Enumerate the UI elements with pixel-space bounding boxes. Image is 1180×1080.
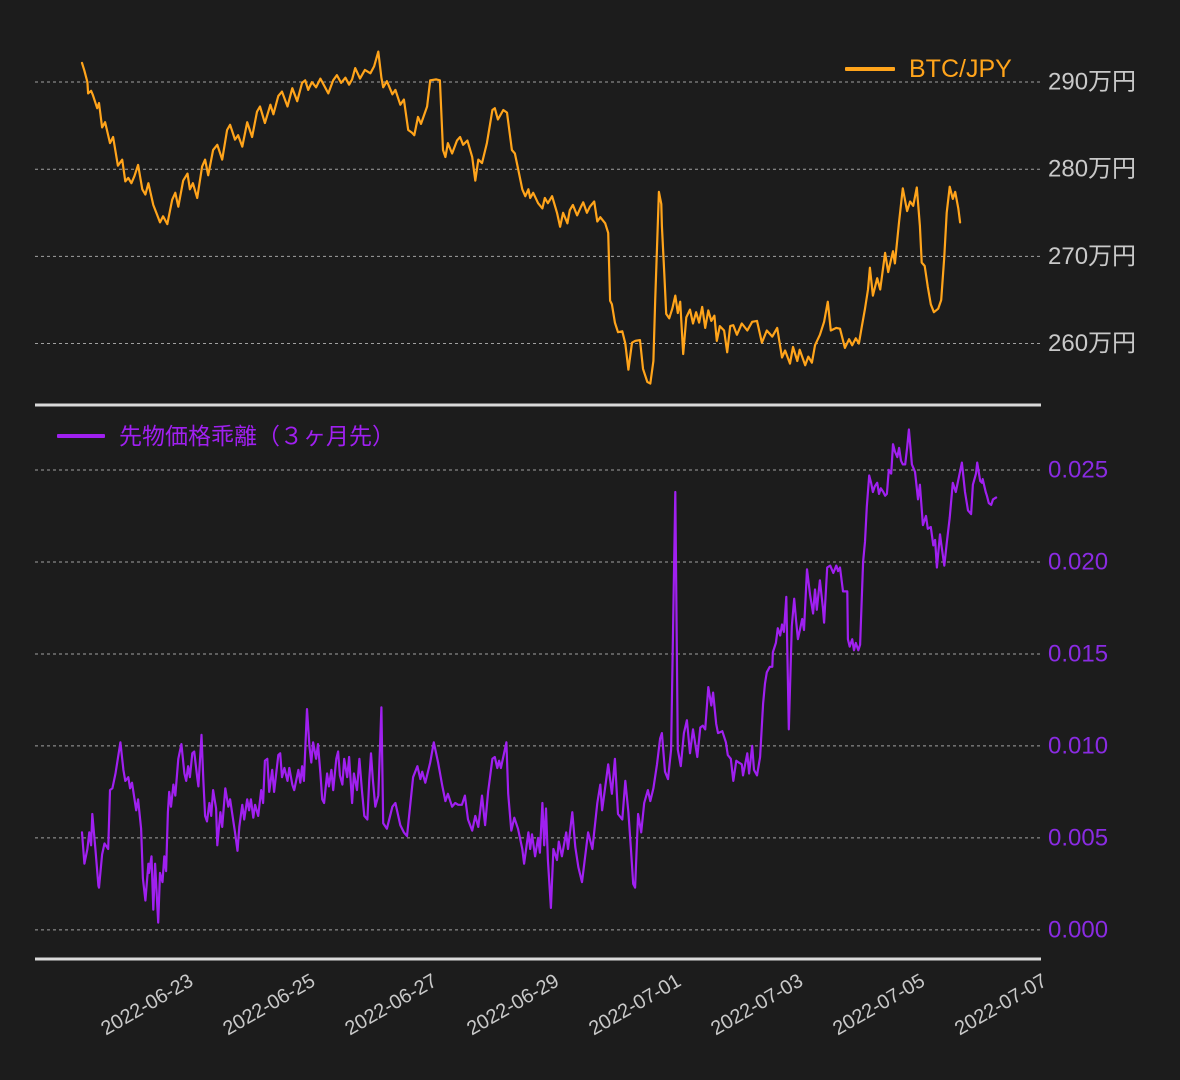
x-tick-label: 2022-07-01 <box>585 970 685 1040</box>
x-tick-label: 2022-06-25 <box>219 970 319 1040</box>
futures-deviation-line[interactable] <box>80 428 998 924</box>
x-tick-label: 2022-07-05 <box>829 970 929 1040</box>
btcjpy-line[interactable] <box>80 50 962 385</box>
y-tick-label: 290万円 <box>1048 69 1136 96</box>
btcjpy-legend-label: BTC/JPY <box>909 55 1012 83</box>
x-tick-label: 2022-06-23 <box>97 970 197 1040</box>
y-tick-label: 0.020 <box>1048 548 1108 575</box>
y-tick-label: 0.005 <box>1048 824 1108 851</box>
btcjpy-legend-swatch <box>845 67 895 71</box>
y-tick-label: 0.010 <box>1048 732 1108 759</box>
futures-deviation-legend-label: 先物価格乖離（３ヶ月先） <box>119 423 395 449</box>
y-tick-label: 0.015 <box>1048 640 1108 667</box>
x-tick-label: 2022-06-27 <box>341 970 441 1040</box>
legend-futures-deviation[interactable]: 先物価格乖離（３ヶ月先） <box>57 423 395 449</box>
y-tick-label: 0.025 <box>1048 456 1108 483</box>
legend-btcjpy[interactable]: BTC/JPY <box>845 56 1012 82</box>
y-tick-label: 0.000 <box>1048 916 1108 943</box>
y-tick-label: 260万円 <box>1048 330 1136 357</box>
x-tick-label: 2022-07-07 <box>951 970 1051 1040</box>
y-tick-label: 270万円 <box>1048 243 1136 270</box>
y-tick-label: 280万円 <box>1048 156 1136 183</box>
x-tick-label: 2022-07-03 <box>707 970 807 1040</box>
x-tick-label: 2022-06-29 <box>463 970 563 1040</box>
futures-deviation-legend-swatch <box>57 434 105 438</box>
